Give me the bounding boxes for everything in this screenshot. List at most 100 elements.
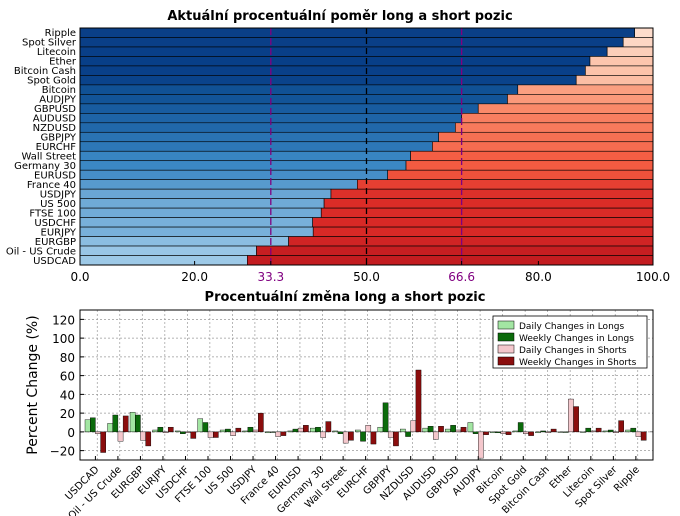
- change-bar: [550, 428, 557, 433]
- short-bar: [634, 27, 654, 38]
- change-bar: [117, 431, 124, 442]
- x-tick-label: 80.0: [525, 270, 552, 284]
- change-bar: [167, 426, 174, 433]
- change-bar: [433, 431, 439, 440]
- category-label: AUDJPY: [39, 95, 77, 106]
- change-bar: [292, 428, 299, 433]
- change-bar: [445, 428, 451, 433]
- change-bar: [122, 415, 129, 433]
- long-bar: [79, 27, 635, 38]
- change-bar: [235, 427, 242, 433]
- change-bar: [422, 427, 429, 433]
- change-bar: [613, 431, 619, 434]
- long-bar: [79, 179, 358, 190]
- short-bar: [575, 75, 654, 86]
- long-bar: [79, 150, 411, 162]
- long-bar: [79, 245, 257, 256]
- category-label: Spot Silver: [22, 38, 77, 49]
- change-bar: [405, 431, 411, 437]
- long-bar: [79, 65, 586, 76]
- short-bar: [432, 141, 654, 152]
- change-bar: [523, 431, 529, 434]
- category-label: Spot Gold: [27, 76, 76, 87]
- short-bar: [387, 169, 654, 180]
- long-bar: [79, 169, 389, 180]
- y-tick-label: 100: [52, 332, 75, 346]
- change-bar: [630, 427, 637, 433]
- change-bar: [157, 426, 164, 433]
- y-tick-label: 40: [60, 388, 75, 402]
- x-tick-label: 33.3: [257, 270, 284, 284]
- change-bar: [595, 427, 602, 433]
- change-bar: [495, 431, 501, 434]
- change-bar: [297, 427, 304, 433]
- change-bar: [100, 431, 106, 453]
- legend-label: Weekly Changes in Longs: [519, 334, 634, 344]
- change-bar: [310, 427, 316, 433]
- change-bar: [174, 430, 181, 433]
- change-bar: [95, 431, 101, 434]
- y-tick-label: 60: [60, 370, 75, 384]
- long-bar: [79, 122, 456, 133]
- legend-swatch: [497, 332, 515, 342]
- change-bar: [207, 431, 214, 438]
- category-label: US 500: [40, 199, 76, 210]
- category-label: USDJPY: [40, 189, 77, 200]
- long-bar: [79, 217, 313, 228]
- category-label: FTSE 100: [29, 208, 76, 219]
- legend-swatch: [497, 344, 515, 354]
- change-bar: [270, 431, 276, 433]
- change-bar: [370, 431, 377, 445]
- y-tick-label: 0: [67, 426, 75, 440]
- change-bar: [472, 431, 479, 434]
- category-label: Litecoin: [37, 47, 76, 58]
- long-bar: [79, 188, 332, 199]
- short-bar: [312, 226, 654, 237]
- long-bar: [79, 160, 407, 171]
- change-bar: [107, 423, 113, 433]
- change-bar: [325, 421, 332, 433]
- plot-frame-2: [79, 309, 654, 461]
- change-bar: [427, 426, 434, 433]
- change-bar: [377, 426, 384, 433]
- long-bar: [79, 207, 322, 218]
- change-bar: [162, 431, 169, 434]
- short-bar: [330, 188, 654, 199]
- change-bar: [545, 431, 552, 434]
- short-bar: [357, 179, 654, 190]
- long-bar: [79, 46, 608, 57]
- category-label: France 40: [27, 180, 76, 191]
- category-label: Germany 30: [14, 161, 76, 172]
- x-tick-label: 100.0: [636, 270, 670, 284]
- short-bar: [461, 113, 654, 124]
- category-label: GBPUSD: [34, 104, 76, 115]
- y-tick-label: 20: [60, 407, 75, 421]
- category-label: Oil - US Crude: [6, 246, 76, 257]
- change-bar: [230, 431, 236, 436]
- category-label: EURUSD: [34, 170, 76, 181]
- change-bar: [348, 431, 354, 441]
- short-bar: [507, 94, 654, 105]
- legend-label: Weekly Changes in Shorts: [519, 358, 637, 368]
- category-label: Bitcoin Cash: [14, 66, 76, 77]
- short-bar: [247, 255, 654, 266]
- change-bar: [197, 418, 204, 433]
- chart-title-1: Aktuální procentuální poměr long a short…: [167, 9, 512, 24]
- change-bar: [625, 429, 631, 433]
- category-label: Wall Street: [22, 151, 77, 162]
- short-bar: [288, 236, 654, 247]
- category-label: AUDUSD: [33, 114, 77, 125]
- long-bar: [79, 226, 314, 237]
- short-bar: [517, 84, 654, 95]
- category-label: GBPJPY: [40, 133, 76, 144]
- change-bar: [607, 429, 614, 433]
- change-bar: [247, 426, 254, 433]
- x-tick-label: 66.6: [448, 270, 475, 284]
- change-bar: [618, 420, 624, 433]
- category-label: Bitcoin: [42, 85, 76, 96]
- chart-title-2: Procentuální změna long a short pozic: [205, 290, 486, 305]
- change-bar: [275, 431, 281, 437]
- long-bar: [79, 56, 591, 67]
- short-bar: [438, 131, 654, 143]
- short-bar: [589, 56, 654, 67]
